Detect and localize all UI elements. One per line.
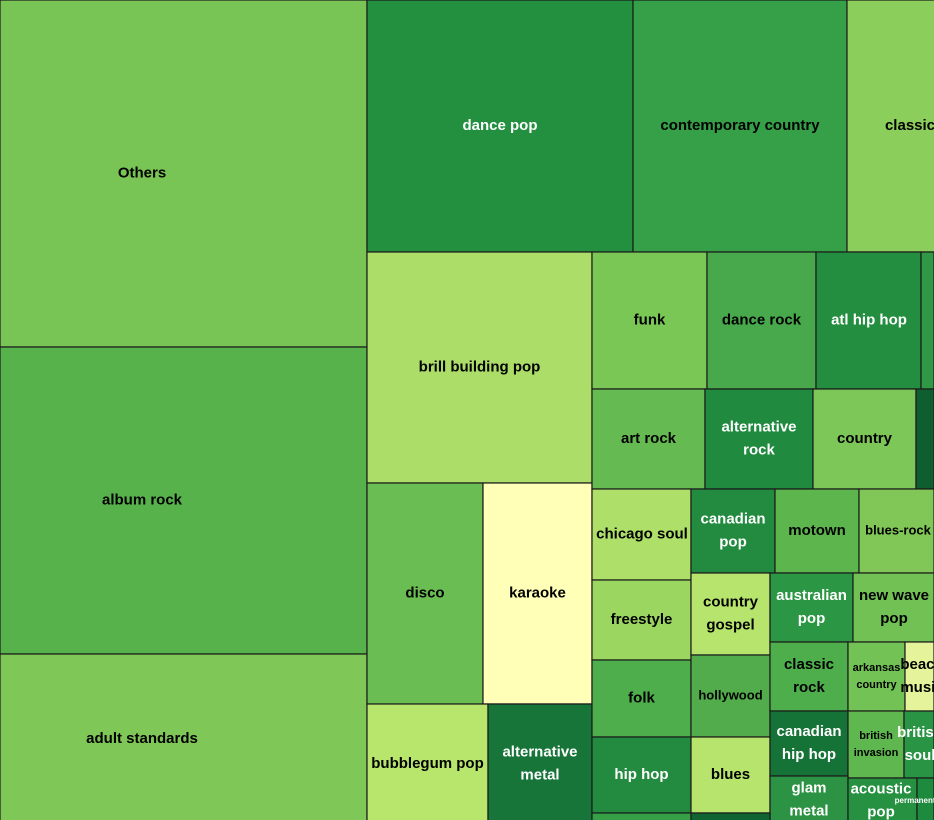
tile-label-british-soul: britishsoul — [897, 724, 934, 764]
tile-classic[interactable] — [846, 0, 934, 253]
tile-label-blues: blues — [711, 766, 750, 783]
tile-label-acoustic-pop: acoustic pop — [851, 780, 912, 820]
tile-album-rock[interactable] — [0, 346, 368, 655]
tile-label-country: country — [837, 430, 893, 447]
tile-label-blues-rock: blues-rock — [865, 522, 932, 537]
tile-label-karaoke: karaoke — [509, 584, 566, 601]
tile-unlabeled-14[interactable] — [920, 251, 934, 390]
tile-label-canadian-hip-hop: canadian hip hop — [776, 723, 841, 763]
tile-label-art-rock: art rock — [621, 430, 677, 447]
tile-label-brill-building-pop: brill building pop — [419, 358, 541, 375]
tile-freestyle[interactable] — [591, 579, 692, 661]
tile-hollywood[interactable] — [690, 654, 771, 738]
tile-funk[interactable] — [591, 251, 708, 390]
tile-country-gospel[interactable] — [690, 572, 771, 656]
tile-bubblegum-pop[interactable] — [366, 703, 489, 820]
tile-label-canadian-pop: canadian pop — [700, 510, 765, 550]
tile-label-folk: folk — [628, 689, 655, 706]
tile-permanent-wave[interactable] — [916, 777, 934, 820]
tile-folk[interactable] — [591, 659, 692, 738]
tile-label-classic: classic — [885, 117, 934, 134]
tile-label-hip-hop: hip hop — [614, 766, 668, 783]
tile-atl-hip-hop[interactable] — [815, 251, 922, 390]
tile-label-beach-music: beachmusic — [900, 656, 934, 696]
tile-new-wave-pop[interactable] — [852, 572, 934, 643]
tile-country[interactable] — [812, 388, 917, 490]
tile-label-australian-pop: australian pop — [776, 587, 847, 627]
tile-label-atl-hip-hop: atl hip hop — [831, 311, 907, 328]
tile-label-bubblegum-pop: bubblegum pop — [371, 755, 483, 772]
tile-arkansas-country[interactable] — [847, 641, 906, 712]
tile-blues-rock[interactable] — [858, 488, 934, 574]
tile-alternative-rock[interactable] — [704, 388, 814, 490]
tile-label-hollywood: hollywood — [698, 687, 762, 702]
tile-blues[interactable] — [690, 736, 771, 814]
tile-label-alternative-metal: alternative metal — [502, 743, 577, 783]
tile-classic-rock[interactable] — [769, 641, 849, 712]
tile-beach-music[interactable] — [904, 641, 934, 712]
tile-brill-building-pop[interactable] — [366, 251, 593, 484]
tile-unlabeled-41[interactable] — [690, 812, 771, 820]
tile-label-glam-metal: glam metal — [789, 779, 828, 819]
tile-label-dance-rock: dance rock — [722, 311, 802, 328]
tile-label-contemporary-country: contemporary country — [660, 117, 820, 134]
tile-label-dance-pop: dance pop — [462, 117, 537, 134]
tile-australian-pop[interactable] — [769, 572, 854, 643]
tile-label-funk: funk — [634, 311, 666, 328]
tile-acoustic-pop[interactable] — [847, 777, 918, 820]
tile-adult-standards[interactable] — [0, 653, 368, 820]
tile-label-alternative-rock: alternative rock — [721, 418, 796, 458]
tile-unlabeled-18[interactable] — [915, 388, 934, 490]
tile-label-arkansas-country: arkansas country — [853, 662, 901, 691]
tile-glam-metal[interactable] — [769, 775, 849, 820]
tile-others[interactable] — [0, 0, 368, 348]
tile-dance-pop[interactable] — [366, 0, 634, 253]
tile-unlabeled-40[interactable] — [591, 812, 692, 820]
tile-label-freestyle: freestyle — [611, 611, 673, 628]
tile-label-british-invasion: british invasion — [854, 730, 899, 759]
tile-canadian-hip-hop[interactable] — [769, 710, 849, 777]
tile-hip-hop[interactable] — [591, 736, 692, 814]
tile-label-permanent-wave: permanent wave — [895, 796, 934, 805]
tile-canadian-pop[interactable] — [690, 488, 776, 574]
tile-alternative-metal[interactable] — [487, 703, 593, 820]
tile-label-new-wave-pop: new wave pop — [859, 587, 929, 627]
tile-label-country-gospel: country gospel — [703, 593, 759, 633]
tile-label-chicago-soul: chicago soul — [596, 525, 688, 542]
tile-disco[interactable] — [366, 482, 484, 705]
tile-label-adult-standards: adult standards — [86, 730, 198, 747]
tile-dance-rock[interactable] — [706, 251, 817, 390]
tile-british-soul[interactable] — [903, 710, 934, 779]
tile-label-motown: motown — [788, 522, 846, 539]
tile-karaoke[interactable] — [482, 482, 593, 705]
tile-label-album-rock: album rock — [102, 491, 183, 508]
tile-label-disco: disco — [405, 584, 444, 601]
tile-art-rock[interactable] — [591, 388, 706, 490]
tile-british-invasion[interactable] — [847, 710, 905, 779]
tile-label-others: Others — [118, 164, 166, 181]
tile-label-classic-rock: classic rock — [784, 656, 834, 696]
